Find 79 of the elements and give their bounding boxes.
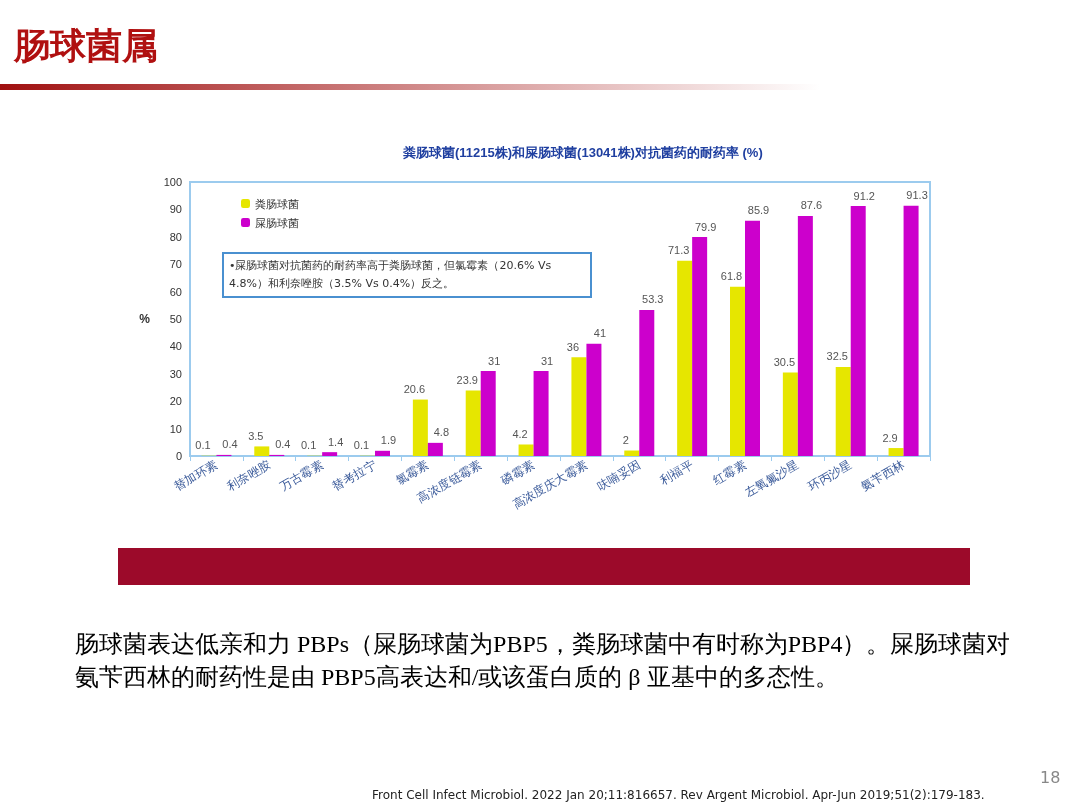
data-label: 1.9 [380, 434, 397, 447]
data-label: 30.5 [773, 355, 796, 368]
x-tick-label: 万古霉素 [277, 457, 326, 495]
bar [412, 399, 428, 456]
data-label: 91.2 [853, 189, 875, 202]
x-tick-label: 利福平 [657, 457, 696, 489]
chart-title: 肠球菌属 [14, 24, 158, 68]
data-label: 31 [540, 354, 554, 367]
bar [322, 452, 338, 456]
y-tick-label: 30 [169, 367, 182, 380]
data-label: 79.9 [694, 220, 717, 233]
bar [624, 450, 640, 456]
data-label: 87.6 [800, 199, 823, 212]
bar [835, 366, 851, 456]
y-tick-label: 40 [169, 340, 182, 353]
y-axis-title: % [139, 312, 151, 326]
legend-label: 粪肠球菌 [255, 197, 299, 210]
bar [427, 442, 443, 456]
bar [480, 371, 496, 456]
y-tick-label: 20 [169, 395, 182, 408]
bar [677, 260, 693, 456]
data-label: 61.8 [720, 270, 743, 283]
y-tick-label: 50 [169, 313, 182, 325]
bar [797, 215, 813, 456]
y-tick-label: 60 [169, 285, 182, 298]
bar [850, 206, 866, 456]
bar [375, 450, 390, 456]
data-label: 0.1 [353, 439, 370, 452]
x-tick-label: 氯霉素 [393, 457, 432, 489]
data-label: 2 [622, 434, 629, 447]
bar [782, 372, 798, 456]
text: 肠球菌表达低亲和力 PBPs（屎肠球菌为PBP5，粪肠球菌中有时称为PBP4）。屎肠球菌对氨苄西林的耐药性是由 PBP5高表达和/或该蛋白质的 β 亚基中的多态性。 [75, 630, 1012, 692]
text: Front Cell Infect Microbiol. 2022 Jan 20;11:816657. Rev Argent Microbiol. Apr-Jun 2019;51(2):179-183. [372, 788, 985, 802]
data-label: 71.3 [667, 244, 690, 257]
data-label: 53.3 [642, 293, 664, 306]
chart-subtitle: 粪肠球菌(11215株)和屎肠球菌(13041株)对抗菌药的耐药率 (%) [402, 145, 763, 160]
bar [254, 446, 270, 456]
bar [639, 309, 655, 456]
data-label: 3.5 [248, 429, 264, 442]
data-label: 2.9 [882, 431, 898, 444]
bar [571, 357, 587, 456]
data-label: 0.4 [222, 438, 238, 451]
y-tick-label: 70 [169, 258, 182, 271]
data-label: 91.3 [906, 189, 928, 202]
data-label: 31 [488, 354, 501, 367]
x-tick-label: 氨苄西林 [858, 457, 908, 495]
data-label: 20.6 [403, 383, 426, 396]
bar [586, 343, 602, 456]
y-tick-label: 80 [169, 230, 182, 243]
data-label: 23.9 [456, 374, 478, 387]
legend-label: 屎肠球菌 [255, 216, 299, 229]
bar [730, 286, 745, 456]
y-tick-label: 10 [169, 422, 182, 435]
bar [745, 220, 760, 456]
bar [518, 444, 534, 456]
bar [465, 390, 481, 456]
data-label: 32.5 [826, 350, 848, 363]
callout-box: •屎肠球菌对抗菌药的耐药率高于粪肠球菌，但氯霉素（20.6% Vs 4.8%）和利奈唑胺（3.5% Vs 0.4%）反之。 [222, 252, 592, 298]
data-label: 0.4 [275, 438, 291, 451]
bar [692, 237, 708, 456]
y-tick-label: 100 [163, 176, 182, 188]
data-label: 0.1 [195, 439, 211, 452]
text: 18 [1040, 768, 1061, 787]
x-tick-label: 利奈唑胺 [224, 457, 273, 495]
y-tick-label: 0 [175, 450, 182, 462]
x-tick-label: 呋喃妥因 [594, 457, 643, 495]
y-tick-label: 90 [169, 203, 182, 216]
data-label: 4.8 [433, 426, 450, 439]
bar [903, 205, 919, 456]
bar [533, 371, 549, 456]
data-label: 41 [593, 327, 607, 340]
bar [888, 448, 904, 456]
x-tick-label: 替考拉宁 [329, 457, 379, 495]
data-label: 4.2 [512, 427, 528, 440]
data-label: 36 [566, 340, 580, 353]
data-label: 85.9 [747, 204, 770, 217]
data-label: 0.1 [300, 439, 317, 452]
data-label: 1.4 [327, 435, 344, 448]
x-tick-label: 环丙沙星 [805, 457, 855, 495]
